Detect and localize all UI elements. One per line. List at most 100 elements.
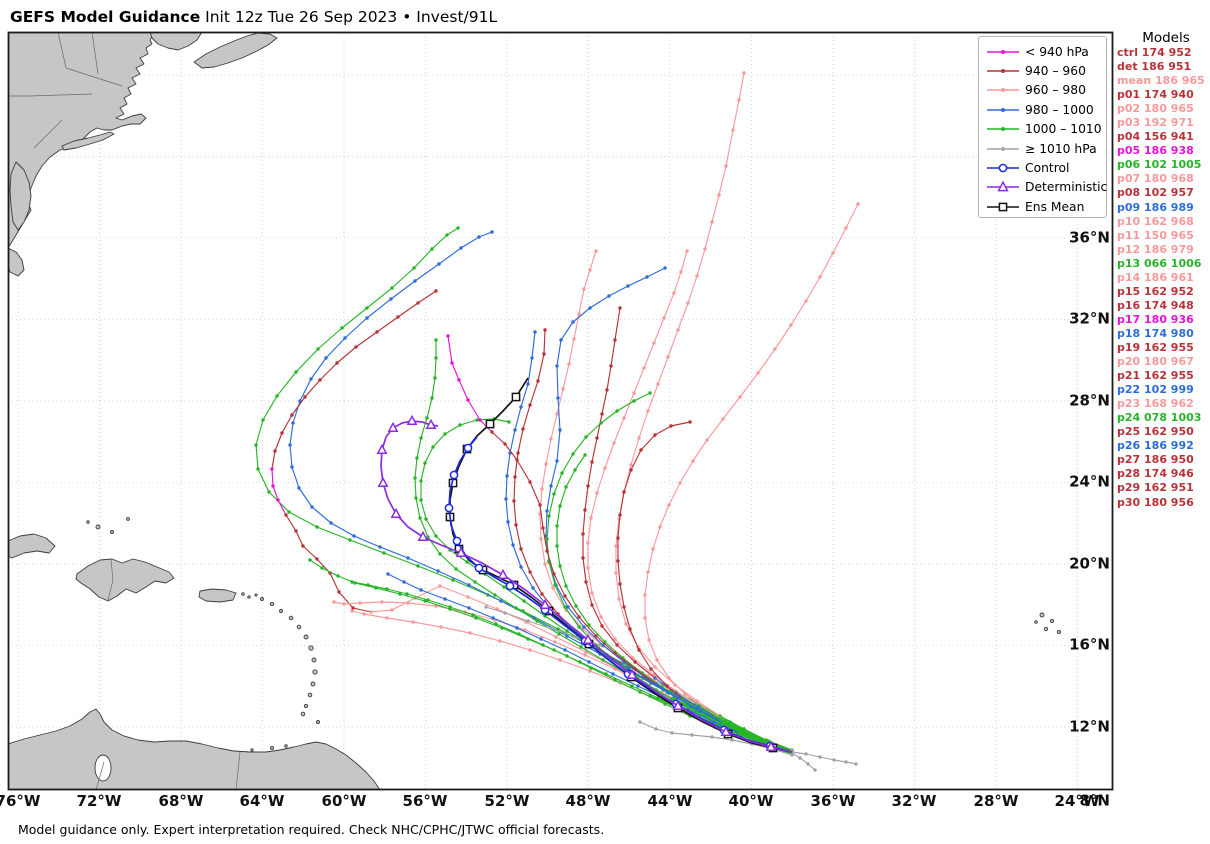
track-point-dot — [473, 580, 477, 584]
track-point-dot — [413, 279, 417, 283]
track-point-dot — [654, 682, 658, 686]
model-row: p10 162 968 — [1117, 214, 1194, 228]
member-track — [270, 289, 794, 755]
islet-turks-2 — [110, 530, 114, 534]
track-segment — [684, 693, 705, 709]
track-segment — [516, 627, 542, 640]
track-segment — [725, 129, 734, 167]
track-segment — [353, 535, 381, 548]
legend-dot-sample-icon — [987, 69, 1019, 74]
track-segment — [425, 518, 437, 537]
track-segment — [370, 609, 393, 613]
track-point-dot — [558, 564, 562, 568]
track-segment — [338, 591, 354, 609]
track-segment — [606, 654, 630, 670]
track-point-dot — [630, 684, 634, 688]
track-point-dot — [658, 525, 662, 529]
track-point-dot — [605, 388, 609, 392]
track-point-dot — [804, 299, 808, 303]
legend-row: Deterministic — [986, 178, 1107, 197]
border-haiti-dr — [107, 559, 114, 601]
legend-row: 1000 – 1010 — [986, 120, 1106, 139]
deterministic-triangle-marker — [377, 476, 389, 487]
legend-triangle-marker — [997, 181, 1009, 192]
track-segment — [553, 472, 563, 495]
track-point-dot — [550, 627, 554, 631]
coastline-long-island — [61, 131, 115, 151]
track-segment — [424, 600, 451, 610]
track-segment — [352, 607, 372, 613]
track-point-dot — [273, 449, 277, 453]
member-track — [544, 266, 794, 754]
track-point-dot — [553, 583, 557, 587]
track-segment — [564, 649, 590, 663]
track-point-dot — [438, 552, 442, 556]
track-point-dot — [616, 559, 620, 563]
track-point-dot — [446, 334, 450, 338]
track-point-dot — [316, 347, 320, 351]
lon-tick-label: 52°W — [484, 792, 530, 810]
track-point-dot — [553, 640, 557, 644]
track-segment — [632, 657, 655, 676]
model-row: p07 180 968 — [1117, 172, 1194, 186]
track-point-dot — [612, 441, 616, 445]
track-segment — [507, 521, 514, 546]
track-point-dot — [415, 456, 419, 460]
track-segment — [555, 636, 587, 653]
track-point-dot — [598, 643, 602, 647]
track-segment — [420, 462, 426, 482]
track-point-dot — [603, 466, 607, 470]
track-segment — [366, 298, 392, 319]
track-segment — [291, 396, 306, 416]
track-point-dot — [366, 583, 370, 587]
track-segment — [329, 572, 340, 593]
legend-row: 940 – 960 — [986, 61, 1106, 80]
lon-tick-label: 44°W — [647, 792, 693, 810]
track-segment — [455, 568, 476, 583]
track-point-dot — [416, 301, 420, 305]
track-segment — [565, 469, 576, 488]
track-point-dot — [528, 480, 532, 484]
deterministic-triangle-marker — [455, 546, 467, 557]
model-row: p03 192 971 — [1117, 116, 1194, 130]
coastline-outer-banks — [8, 247, 25, 277]
control-circle-marker — [474, 563, 484, 573]
lon-tick-label: 32°W — [891, 792, 937, 810]
track-segment — [520, 566, 534, 589]
legend-row: 980 – 1000 — [986, 100, 1106, 119]
track-segment — [564, 595, 580, 618]
track-segment — [614, 638, 634, 659]
track-segment — [619, 583, 625, 608]
deterministic-triangle-marker — [376, 443, 388, 454]
track-segment — [271, 468, 274, 487]
track-point-dot — [478, 418, 482, 422]
track-segment — [458, 379, 469, 401]
track-point-dot — [738, 395, 742, 399]
track-segment — [554, 641, 586, 656]
track-point-dot — [642, 366, 646, 370]
model-row: p24 078 1003 — [1117, 411, 1202, 425]
track-point-dot — [348, 538, 352, 542]
lat-tick-label: 32°N — [1069, 309, 1110, 328]
track-segment — [399, 593, 426, 602]
det-track — [376, 414, 793, 753]
track-segment — [295, 530, 304, 547]
track-segment — [652, 526, 661, 550]
track-point-dot — [499, 599, 503, 603]
track-segment — [515, 524, 522, 550]
legend-label: ≥ 1010 hPa — [1025, 141, 1097, 156]
legend-dot-sample-icon — [987, 107, 1019, 112]
model-row: p22 102 999 — [1117, 383, 1194, 397]
track-point-dot — [561, 387, 565, 391]
track-segment — [485, 606, 506, 614]
track-point-dot — [655, 658, 659, 662]
islet-cape-verde-4 — [1057, 630, 1061, 634]
track-segment — [745, 733, 770, 745]
track-segment — [550, 460, 558, 487]
islet-antilles-6 — [303, 634, 309, 640]
track-point-dot — [493, 593, 497, 597]
track-point-dot — [551, 586, 555, 590]
lon-tick-label: 40°W — [728, 792, 774, 810]
track-segment — [309, 559, 323, 569]
